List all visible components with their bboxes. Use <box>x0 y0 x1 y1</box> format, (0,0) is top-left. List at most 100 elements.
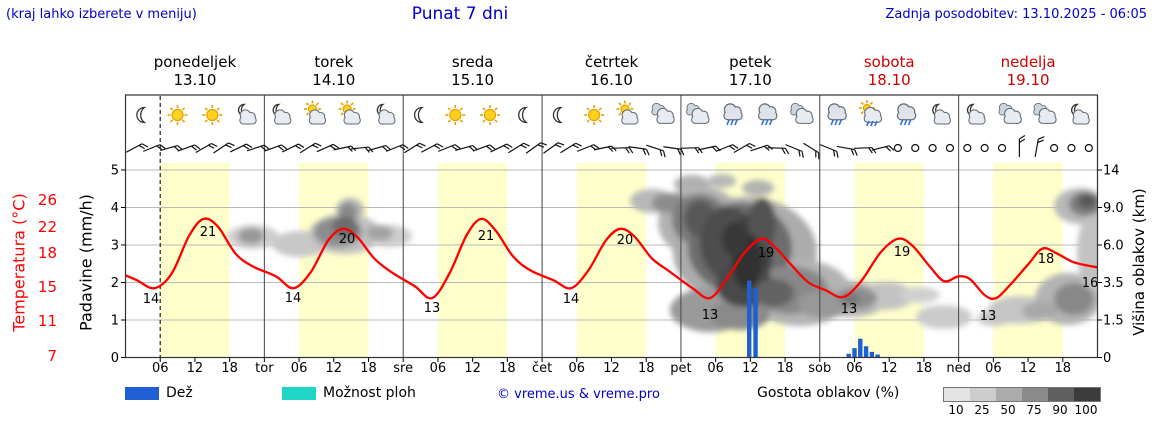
precip-tick-label: 1 <box>111 314 119 329</box>
temp-extreme-label: 20 <box>617 233 634 248</box>
menu-hint: (kraj lahko izberete v meniju) <box>6 7 197 22</box>
x-tick-label: pet <box>670 361 691 376</box>
temp-extreme-label: 13 <box>980 309 997 324</box>
wind-barb-icon <box>871 145 895 152</box>
cloud-tick-label: 6.0 <box>1103 239 1124 254</box>
temp-extreme-labels: 14 21 14 20 13 21 14 20 13 19 13 19 13 18 16 <box>143 225 1099 324</box>
moon-icon <box>413 106 424 124</box>
wind-barb-icon <box>472 144 496 152</box>
calm-wind-icon <box>893 143 902 153</box>
moon-cloud-icon <box>932 103 951 125</box>
daylight-bands <box>160 163 1063 358</box>
wind-barb-icon <box>438 144 461 152</box>
day-name: torek <box>314 53 353 71</box>
x-tick-label: čet <box>532 361 552 376</box>
day-date: 19.10 <box>1007 71 1050 89</box>
wind-barb-icon <box>715 144 739 152</box>
x-tick-label: 18 <box>777 361 794 376</box>
wind-barb-icon <box>421 143 444 153</box>
x-tick-label: 12 <box>464 361 481 376</box>
wind-barb-icon <box>819 144 839 158</box>
showers-legend-swatch <box>282 387 316 400</box>
wind-barb-icon <box>680 147 703 154</box>
density-tick-label: 25 <box>974 403 990 417</box>
sun-cloud-icon <box>616 100 639 125</box>
x-tick-label: 06 <box>152 361 169 376</box>
copyright-link[interactable]: © vreme.us & vreme.pro <box>497 387 660 402</box>
rain-bar <box>753 288 758 358</box>
wind-barb-icon <box>1034 136 1045 157</box>
temp-tick-label: 26 <box>38 191 57 209</box>
wind-barb-icon <box>785 144 804 158</box>
wind-barb-icon <box>177 144 201 152</box>
wind-barb-icon <box>195 142 218 154</box>
x-tick-label: 12 <box>742 361 759 376</box>
density-swatch <box>1074 388 1100 401</box>
wind-barb-icon <box>299 142 322 154</box>
day-band <box>299 163 369 358</box>
day-date: 15.10 <box>451 71 494 89</box>
cloud-axis-label: Višina oblakov (km) <box>1130 188 1148 336</box>
rain-icon <box>827 103 847 126</box>
precip-tick-label: 5 <box>111 164 119 179</box>
wind-barb-icon <box>246 144 270 152</box>
cloud-icon <box>686 102 710 124</box>
temp-extreme-label: 19 <box>758 246 775 261</box>
temp-extreme-label: 21 <box>200 225 217 240</box>
last-update: Zadnja posodobitev: 13.10.2025 - 06:05 <box>885 7 1147 22</box>
sun-icon <box>584 105 605 125</box>
day-band <box>576 163 647 358</box>
temp-extreme-label: 14 <box>563 292 580 307</box>
sun-icon <box>167 105 188 125</box>
density-swatch <box>1048 388 1074 401</box>
wind-barb-icon <box>543 142 565 154</box>
temp-tick-label: 15 <box>38 278 57 296</box>
sun-icon <box>445 105 466 125</box>
rain-legend-swatch <box>125 387 159 400</box>
cloud-icon <box>651 102 675 124</box>
day-band <box>160 163 230 358</box>
moon-cloud-icon <box>272 103 292 125</box>
x-tick-label: 06 <box>430 361 447 376</box>
temp-tick-label: 22 <box>38 218 57 236</box>
wind-barb-icon <box>663 146 685 156</box>
cloud-icon <box>998 102 1022 124</box>
moon-icon <box>552 106 563 124</box>
wind-barb-icon <box>836 145 858 156</box>
cloud-tick-label: 14 <box>1103 164 1120 179</box>
temperature-curve <box>125 217 1098 300</box>
wind-barb-icon <box>525 142 547 154</box>
moon-cloud-icon <box>1071 103 1090 125</box>
temp-extreme-label: 18 <box>1038 252 1055 267</box>
precip-axis-label: Padavine (mm/h) <box>76 194 96 331</box>
day-name: petek <box>729 53 772 71</box>
rain-bar <box>747 280 752 358</box>
rain-sun-icon <box>858 100 883 127</box>
page-title: Punat 7 dni <box>411 4 509 24</box>
temp-extreme-label: 21 <box>478 229 495 244</box>
density-swatch <box>1022 388 1048 401</box>
sun-cloud-icon <box>338 100 361 125</box>
day-separators <box>263 95 960 358</box>
day-date: 16.10 <box>590 71 633 89</box>
wind-barb-icon <box>560 142 582 154</box>
moon-icon <box>136 106 147 124</box>
density-swatch <box>944 388 970 401</box>
day-name: sreda <box>452 53 494 71</box>
wind-barb-icon <box>628 146 650 156</box>
moon-cloud-icon <box>966 103 986 125</box>
x-tick-label: 18 <box>1055 361 1072 376</box>
sun-cloud-icon <box>303 100 327 125</box>
wind-barb-icon <box>282 143 305 153</box>
temp-extreme-label: 13 <box>424 301 441 316</box>
x-tick-label: 06 <box>846 361 863 376</box>
temp-extreme-label: 13 <box>702 308 719 323</box>
rain-bar <box>846 353 851 358</box>
wind-barb-icon <box>1018 134 1026 157</box>
wind-barb-icon <box>733 142 756 154</box>
precip-tick-label: 4 <box>111 201 119 216</box>
calm-wind-icon <box>1067 143 1076 153</box>
day-band <box>993 163 1063 358</box>
axis-ticks: 06 12 18 tor 06 12 18 sre 06 12 18 čet 06 12 18 pet 06 12… <box>38 164 1124 377</box>
